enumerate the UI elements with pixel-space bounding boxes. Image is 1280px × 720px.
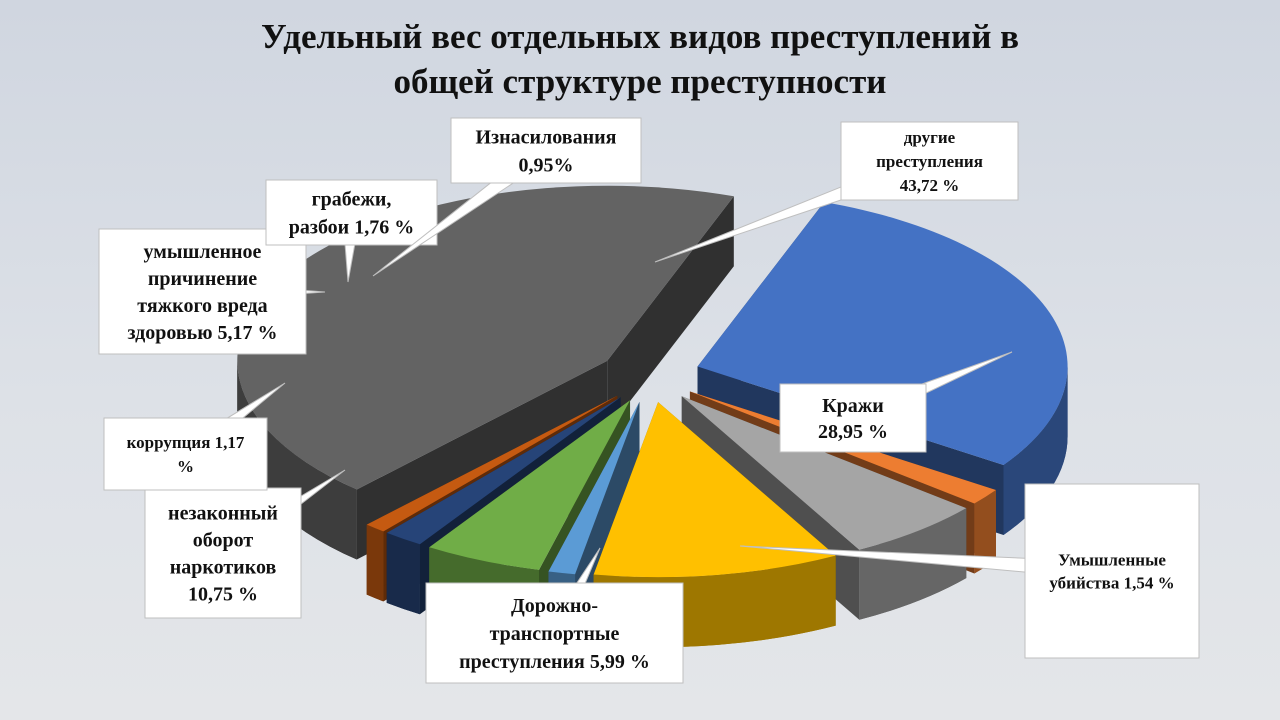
callout-krazhi-label-1: 28,95 %	[818, 421, 888, 443]
callout-narkotiki-fill	[146, 489, 300, 617]
callout-drugie-label-2: 43,72 %	[900, 176, 960, 195]
callout-dtp: Дорожно-транспортные преступления 5,99 %	[425, 547, 684, 684]
callout-krazhi: Кражи 28,95 %	[779, 351, 1013, 453]
callout-korrupciya-label-1: %	[177, 457, 194, 476]
callout-iznasilovaniya-fill	[452, 119, 640, 182]
callout-vred-label-0: умышленное	[144, 241, 262, 263]
pie-slices	[237, 185, 1068, 648]
callout-drugie-fill	[842, 123, 1017, 199]
slice-narkotiki-top	[593, 402, 836, 578]
callout-narkotiki-label-2: наркотиков	[170, 557, 277, 579]
callout-iznasilovaniya: Изнасилования 0,95%	[372, 117, 642, 277]
callout-korrupciya-fill	[105, 419, 266, 489]
slice-dtp-wall-1	[859, 508, 967, 620]
slice-korrupciya-top	[548, 401, 640, 575]
callout-korrupciya: коррупция 1,17%	[103, 382, 286, 491]
callout-grabezhi-label-0: грабежи,	[312, 189, 392, 211]
callout-grabezhi: грабежи, разбои 1,76 %	[265, 179, 438, 283]
callout-grabezhi-fill	[267, 181, 436, 244]
callout-iznasilovaniya-label-0: Изнасилования	[476, 127, 617, 149]
callout-narkotiki: незаконный оборот наркотиков 10,75 %	[144, 469, 346, 619]
slice-dtp-top	[681, 396, 967, 550]
callout-dtp-label-2: преступления 5,99 %	[459, 651, 650, 673]
slice-drugie-side-1	[607, 196, 734, 431]
callout-ubiystva-label-1: убийства 1,54 %	[1049, 573, 1174, 592]
slice-iznasilovaniya-wall-1	[366, 524, 384, 602]
callout-krazhi-label-0: Кражи	[822, 395, 884, 417]
callout-vred-fill	[100, 230, 305, 353]
callout-vred-label-3: здоровью 5,17 %	[127, 322, 277, 344]
slice-drugie-top	[237, 185, 734, 490]
slice-grabezhi-top	[386, 397, 621, 545]
slice-krazhi-top	[697, 202, 1068, 465]
callout-drugie-label-1: преступления	[876, 152, 983, 171]
callout-ubiystva-fill	[1026, 485, 1198, 657]
callout-ubiystva-label-0: Умышленные	[1058, 550, 1166, 569]
slice-ubiystva-wall-1	[974, 489, 996, 574]
chart-title-line-2: общей структуре преступности	[393, 62, 887, 101]
slice-dtp	[681, 396, 967, 620]
slice-iznasilovaniya-top	[366, 395, 618, 532]
chart-title-line-1: Удельный вес отдельных видов преступлени…	[260, 17, 1020, 56]
chart-title: Удельный вес отдельных видов преступлени…	[140, 14, 1140, 104]
callout-dtp-label-1: транспортные	[490, 623, 620, 645]
callout-narkotiki-label-1: оборот	[193, 530, 254, 552]
callout-korrupciya-label-0: коррупция 1,17	[127, 433, 245, 452]
callout-drugie-label-0: другие	[904, 128, 956, 147]
slice-krazhi-wall-1	[1003, 366, 1068, 535]
callout-ubiystva: Умышленные убийства 1,54 %	[739, 483, 1200, 659]
callout-drugie: другие преступления 43,72 %	[654, 121, 1019, 263]
callout-vred-label-1: причинение	[148, 268, 257, 290]
slice-grabezhi-wall-1	[386, 532, 420, 615]
pie-callouts: Кражи 28,95 % Умышленные убийства 1,54 % Дор…	[98, 117, 1200, 684]
slice-drugie-wall-1	[237, 360, 357, 560]
callout-vred: умышленное причинение тяжкого вреда здоровь…	[98, 228, 326, 355]
slice-vred-top	[429, 400, 631, 570]
callout-vred-label-2: тяжкого вреда	[137, 295, 267, 317]
callout-narkotiki-label-3: 10,75 %	[188, 584, 258, 606]
callout-iznasilovaniya-label-1: 0,95%	[519, 155, 574, 177]
callout-dtp-label-0: Дорожно-	[511, 595, 598, 617]
callout-grabezhi-label-1: разбои 1,76 %	[289, 217, 414, 239]
callout-dtp-fill	[427, 584, 682, 682]
callout-narkotiki-label-0: незаконный	[168, 503, 278, 525]
callout-krazhi-fill	[781, 385, 925, 451]
